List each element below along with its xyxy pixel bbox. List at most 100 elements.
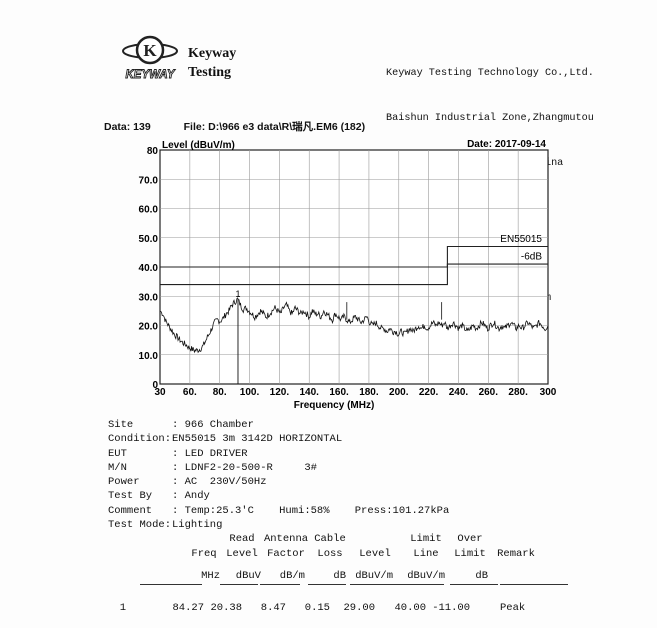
limit-minus6-line: [160, 263, 548, 286]
y-tick-label: 30.0: [139, 292, 159, 303]
unit-underline: [260, 584, 300, 585]
limit-minus6-label: -6dB: [521, 252, 542, 263]
column-unit: dBuV: [235, 570, 261, 582]
info-label: Power: [108, 476, 140, 489]
unit-underline: [500, 584, 568, 585]
x-tick-label: 120.: [270, 387, 290, 398]
y-tick-label: 40.0: [139, 263, 159, 274]
file-path: File: D:\966 e3 data\R\瑞凡.EM6 (182): [183, 121, 366, 133]
column-header: Antenna Factor: [263, 533, 309, 560]
y-tick-label: 80: [147, 146, 159, 157]
chart-date: Date: 2017-09-14: [467, 139, 546, 150]
column-header: Freq: [191, 548, 217, 560]
column-header: Cable Loss: [314, 533, 346, 560]
info-value: : AC 230V/50Hz: [172, 476, 267, 489]
emission-chart: 30 60. 80. 100. 120. 140. 160. 180. 200. 220. 240.…: [139, 139, 557, 411]
column-header: Over Limit: [454, 533, 486, 560]
info-row: Comment : Temp:25.3'C Humi:58% Press:101.…: [108, 504, 449, 518]
x-tick-label: 60.: [183, 387, 197, 398]
x-tick-label: 160.: [329, 387, 349, 398]
data-trace: [159, 297, 549, 354]
y-tick-label: 0: [152, 380, 158, 391]
info-value: : LED DRIVER: [172, 447, 248, 460]
marker-label: 1: [235, 289, 240, 299]
unit-underline: [140, 584, 202, 585]
info-row: EUT : LED DRIVER: [108, 447, 449, 461]
y-axis-label: Level (dBuV/m): [162, 140, 235, 151]
info-label: Site: [108, 419, 134, 431]
info-row: Test By: Andy: [108, 489, 449, 503]
column-unit: MHz: [201, 570, 220, 582]
table-cell: 0.15: [304, 602, 330, 614]
unit-underline: [308, 584, 346, 585]
company-line: Baishun Industrial Zone,Zhangmutou: [386, 113, 594, 124]
limit-label: EN55015: [500, 234, 542, 245]
info-label: Test Mode:: [108, 519, 172, 532]
x-tick-label: 300: [540, 387, 557, 398]
unit-underline: [220, 584, 258, 585]
company-logo: K KEYWAY: [118, 34, 182, 82]
x-tick-label: 200.: [389, 387, 409, 398]
y-tick-label: 50.0: [139, 234, 159, 245]
column-unit: dB/m: [279, 570, 305, 582]
y-tick-label: 10.0: [139, 351, 159, 362]
info-label: M/N: [108, 461, 127, 474]
column-unit: dBuV/m: [355, 570, 393, 582]
info-value: : LDNF2-20-500-R 3#: [172, 461, 317, 474]
table-cell: 8.47: [260, 602, 286, 614]
column-unit: dB: [475, 570, 488, 582]
column-unit: dBuV/m: [407, 570, 445, 582]
x-axis-label: Frequency (MHz): [294, 400, 375, 411]
data-number: Data: 139: [104, 121, 151, 133]
x-tick-label: 180.: [359, 387, 379, 398]
y-tick-label: 20.0: [139, 322, 159, 333]
table-cell: -11.00: [432, 602, 470, 614]
results-table: Freq Read Level Antenna Factor Cable Loss Le…: [108, 532, 578, 622]
company-line: Keyway Testing Technology Co.,Ltd.: [386, 68, 594, 79]
info-row: Condition:EN55015 3m 3142D HORIZONTAL: [108, 432, 449, 446]
info-row: M/N : LDNF2-20-500-R 3#: [108, 461, 449, 475]
info-row: Test Mode:Lighting: [108, 518, 449, 532]
x-tick-label: 220.: [419, 387, 439, 398]
info-value: : 966 Chamber: [172, 419, 254, 431]
brand-line-2: Testing: [188, 65, 232, 80]
column-header: Remark: [497, 548, 535, 560]
column-header: Level: [359, 548, 391, 560]
x-tick-label: 100.: [240, 387, 260, 398]
unit-underline: [398, 584, 444, 585]
table-cell-remark: Peak: [500, 602, 526, 614]
unit-underline: [450, 584, 498, 585]
brand-name: Keyway Testing: [188, 44, 236, 82]
logo-text: KEYWAY: [126, 69, 176, 81]
info-label: Test By: [108, 490, 153, 503]
table-cell: 40.00: [394, 602, 426, 614]
table-cell: 1: [119, 602, 126, 614]
column-header: Limit Line: [410, 533, 442, 560]
x-tick-label: 280.: [508, 387, 528, 398]
y-tick-label: 60.0: [139, 205, 159, 216]
info-value: Lighting: [172, 519, 223, 532]
info-row: Site : 966 Chamber: [108, 418, 449, 432]
x-tick-label: 30: [154, 387, 166, 398]
info-value: EN55015 3m 3142D HORIZONTAL: [172, 433, 343, 446]
unit-underline: [350, 584, 400, 585]
brand-line-1: Keyway: [188, 46, 237, 61]
test-info: Site : 966 Chamber Condition:EN55015 3m 3…: [108, 418, 449, 532]
info-label: Condition:: [108, 433, 172, 446]
column-header: Read Level: [226, 533, 258, 560]
x-tick-label: 260.: [479, 387, 499, 398]
x-tick-label: 80.: [213, 387, 227, 398]
x-tick-label: 240.: [449, 387, 469, 398]
limit-line: [160, 245, 548, 268]
logo-letter: K: [143, 41, 157, 60]
column-unit: dB: [333, 570, 346, 582]
table-cell: 84.27: [172, 602, 204, 614]
info-row: Power : AC 230V/50Hz: [108, 475, 449, 489]
info-label: Comment: [108, 504, 153, 517]
table-cell: 20.38: [210, 602, 242, 614]
info-value: : Temp:25.3'C Humi:58% Press:101.27kPa: [172, 504, 450, 517]
x-tick-label: 140.: [299, 387, 319, 398]
table-cell: 29.00: [343, 602, 375, 614]
data-file-line: Data: 139 File: D:\966 e3 data\R\瑞凡.EM6 …: [104, 119, 395, 134]
info-label: EUT: [108, 447, 127, 460]
